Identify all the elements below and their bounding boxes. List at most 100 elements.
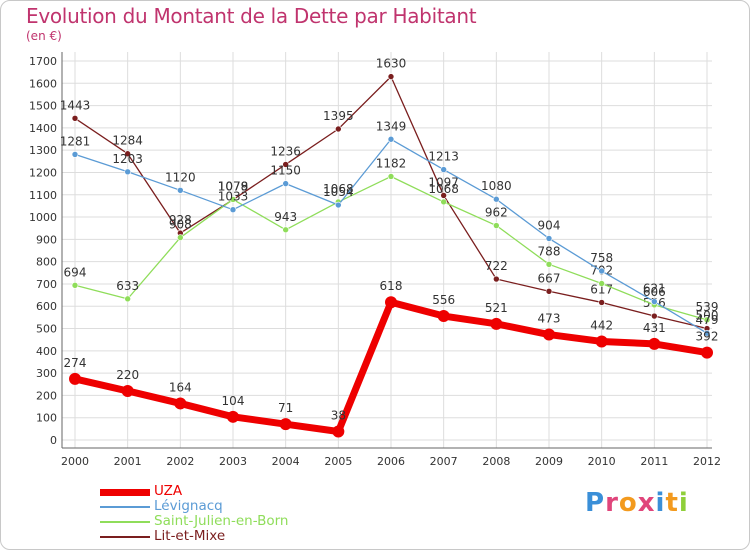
data-label: 694 <box>64 265 87 279</box>
data-label: 274 <box>64 356 87 370</box>
data-label: 667 <box>538 271 561 285</box>
y-tick-label: 700 <box>36 278 57 291</box>
data-point <box>651 312 658 320</box>
data-label: 500 <box>696 309 719 323</box>
data-label: 1443 <box>60 98 91 112</box>
x-tick-label: 2007 <box>430 455 458 468</box>
y-tick-label: 1300 <box>29 144 57 157</box>
legend-swatch <box>100 536 150 538</box>
data-label: 1068 <box>323 182 354 196</box>
data-label: 1080 <box>481 179 512 193</box>
data-point <box>598 267 605 275</box>
data-point <box>703 329 711 337</box>
data-point <box>545 287 553 295</box>
data-label: 788 <box>538 244 561 258</box>
data-point <box>440 198 447 206</box>
data-point <box>124 150 131 158</box>
y-tick-label: 600 <box>36 300 57 313</box>
data-point <box>124 295 131 303</box>
data-point <box>440 166 447 173</box>
data-point <box>282 180 289 187</box>
data-point <box>174 397 187 410</box>
data-point <box>598 280 605 287</box>
data-point <box>543 328 555 341</box>
y-tick-label: 1600 <box>29 77 57 90</box>
data-label: 928 <box>169 213 192 227</box>
data-label: 521 <box>485 301 508 315</box>
legend-swatch <box>100 506 150 508</box>
y-tick-label: 800 <box>36 256 57 269</box>
data-point <box>71 151 79 158</box>
legend-label: Saint-Julien-en-Born <box>154 513 289 529</box>
data-label: 220 <box>116 368 139 382</box>
data-label: 621 <box>643 282 666 296</box>
data-label: 1078 <box>218 180 249 194</box>
data-point <box>69 372 81 385</box>
data-point <box>703 316 711 324</box>
data-label: 164 <box>169 380 192 394</box>
data-label: 1033 <box>218 190 249 204</box>
data-point <box>121 384 134 397</box>
data-point <box>595 335 608 348</box>
y-tick-label: 100 <box>36 412 57 425</box>
data-point <box>177 234 184 241</box>
x-tick-label: 2006 <box>377 455 405 468</box>
data-label: 1281 <box>60 134 91 148</box>
data-point <box>282 226 289 234</box>
data-label: 1150 <box>270 164 301 178</box>
data-label: 38 <box>331 409 346 423</box>
data-point <box>229 196 237 203</box>
data-label: 392 <box>696 330 719 344</box>
y-tick-label: 0 <box>50 434 57 447</box>
data-point <box>335 201 342 209</box>
data-label: 1213 <box>428 150 459 164</box>
x-tick-label: 2009 <box>535 455 563 468</box>
x-tick-label: 2003 <box>219 455 247 468</box>
data-label: 1395 <box>323 109 354 123</box>
data-label: 1349 <box>376 119 407 133</box>
data-label: 904 <box>538 218 561 232</box>
data-label: 104 <box>222 394 245 408</box>
data-point <box>648 337 661 350</box>
data-point <box>493 222 500 229</box>
y-tick-label: 900 <box>36 233 57 246</box>
data-point <box>282 161 289 168</box>
data-label: 442 <box>590 318 613 332</box>
data-label: 1120 <box>165 170 196 184</box>
data-label: 473 <box>538 312 561 326</box>
legend-swatch <box>100 488 150 496</box>
data-label: 943 <box>274 210 297 224</box>
x-tick-label: 2005 <box>324 455 352 468</box>
data-label: 1630 <box>376 57 407 71</box>
x-tick-label: 2010 <box>588 455 616 468</box>
x-tick-label: 2008 <box>482 455 510 468</box>
legend-label: Lit-et-Mixe <box>154 528 226 544</box>
data-label: 962 <box>485 206 508 220</box>
y-tick-label: 1500 <box>29 100 57 113</box>
legend-swatch <box>100 521 150 523</box>
data-point <box>493 275 500 283</box>
data-label: 1182 <box>376 156 407 170</box>
data-label: 479 <box>696 313 719 327</box>
legend-label: UZA <box>154 483 183 499</box>
chart-unit: (en €) <box>26 29 62 43</box>
data-point <box>387 173 395 180</box>
data-label: 71 <box>278 401 293 415</box>
y-tick-label: 500 <box>36 323 57 336</box>
data-point <box>490 317 503 330</box>
data-label: 1054 <box>323 185 354 199</box>
data-point <box>124 168 131 176</box>
data-point <box>651 298 658 305</box>
x-tick-label: 2011 <box>640 455 668 468</box>
data-label: 539 <box>696 300 719 314</box>
data-point <box>440 192 447 199</box>
data-label: 758 <box>590 251 613 265</box>
data-label: 1236 <box>270 144 301 158</box>
chart-title: Evolution du Montant de la Dette par Hab… <box>26 4 477 28</box>
y-tick-label: 1100 <box>29 189 57 202</box>
data-label: 722 <box>485 259 508 273</box>
x-tick-label: 2012 <box>693 455 721 468</box>
data-point <box>437 310 450 323</box>
x-tick-label: 2002 <box>166 455 194 468</box>
